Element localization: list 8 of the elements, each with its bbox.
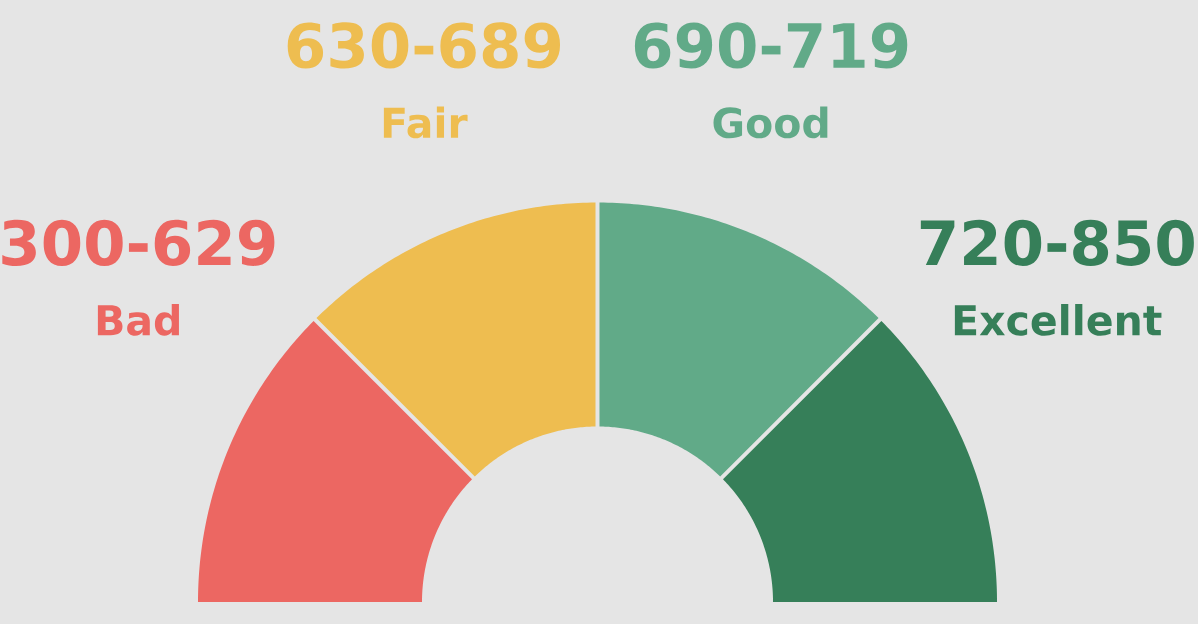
- slice-label: Excellent: [954, 303, 1162, 336]
- data-label: 720-850: [920, 219, 1194, 266]
- slice-label: Bad: [97, 303, 179, 336]
- data-label: 630-689: [287, 22, 561, 69]
- data-label: 300-629: [2, 219, 275, 266]
- slice-label: Fair: [383, 106, 468, 139]
- slice-label: Good: [713, 106, 828, 139]
- data-label: 690-719: [634, 22, 908, 69]
